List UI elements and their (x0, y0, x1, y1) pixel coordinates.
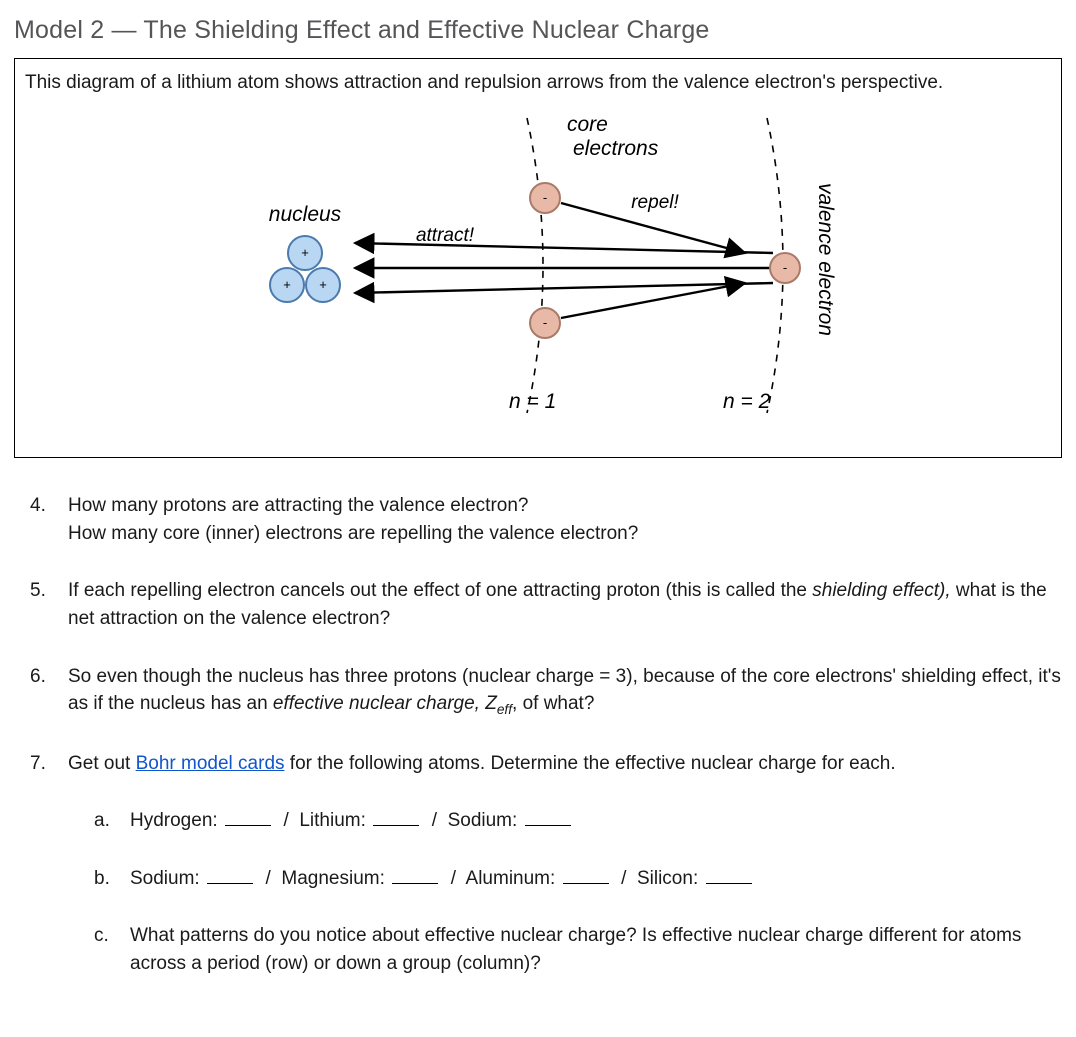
lithium-diagram: + + + - - - nucleus coreelectrons attract! repel!… (25, 103, 1051, 442)
model-title: Model 2 — The Shielding Effect and Effec… (14, 12, 1062, 48)
svg-text:core: core (567, 113, 608, 136)
question-7: 7. Get out Bohr model cards for the foll… (68, 750, 1062, 978)
q6-zeff: effective nuclear charge, Zeff (273, 693, 512, 714)
q7c: c. What patterns do you notice about eff… (130, 922, 1062, 977)
svg-text:electrons: electrons (573, 137, 659, 160)
question-4: 4. How many protons are attracting the v… (68, 492, 1062, 547)
blank (373, 810, 419, 826)
q7-subitems: a. Hydrogen: / Lithium: / Sodium: b. Sod… (68, 807, 1062, 977)
question-6: 6. So even though the nucleus has three … (68, 663, 1062, 720)
q7-text-post: for the following atoms. Determine the e… (285, 753, 896, 774)
q5-number: 5. (30, 577, 46, 605)
svg-text:attract!: attract! (416, 225, 475, 246)
q7b-number: b. (94, 865, 110, 893)
svg-text:repel!: repel! (631, 192, 679, 213)
diagram-caption: This diagram of a lithium atom shows att… (25, 69, 1051, 97)
svg-text:-: - (543, 190, 547, 205)
q7a-item-0: Hydrogen: (130, 810, 218, 831)
q7-text-pre: Get out (68, 753, 136, 774)
q7b-item-3: Silicon: (637, 868, 698, 889)
blank (563, 868, 609, 884)
q7a-item-1: Lithium: (299, 810, 366, 831)
q7b-item-1: Magnesium: (281, 868, 385, 889)
q7c-number: c. (94, 922, 109, 950)
svg-text:n = 2: n = 2 (723, 390, 771, 413)
blank (392, 868, 438, 884)
q7c-text: What patterns do you notice about effect… (130, 925, 1021, 974)
q7a-item-2: Sodium: (448, 810, 518, 831)
q7b-item-2: Aluminum: (466, 868, 556, 889)
q7a-number: a. (94, 807, 110, 835)
q7-number: 7. (30, 750, 46, 778)
svg-text:valence electron: valence electron (814, 183, 837, 336)
q5-em: shielding effect), (812, 580, 950, 601)
blank (525, 810, 571, 826)
blank (706, 868, 752, 884)
q4-line2: How many core (inner) electrons are repe… (68, 520, 1062, 548)
q7a: a. Hydrogen: / Lithium: / Sodium: (130, 807, 1062, 835)
blank (207, 868, 253, 884)
q4-line1: How many protons are attracting the vale… (68, 492, 1062, 520)
question-list: 4. How many protons are attracting the v… (14, 492, 1062, 977)
q6-text-post: , of what? (512, 693, 594, 714)
svg-text:-: - (543, 315, 547, 330)
svg-text:n = 1: n = 1 (509, 390, 556, 413)
svg-text:+: + (301, 245, 309, 260)
svg-text:-: - (783, 260, 787, 275)
q4-number: 4. (30, 492, 46, 520)
svg-text:+: + (319, 277, 327, 292)
svg-text:nucleus: nucleus (269, 203, 342, 226)
q5-text-pre: If each repelling electron cancels out t… (68, 580, 812, 601)
diagram-container: This diagram of a lithium atom shows att… (14, 58, 1062, 458)
bohr-model-link[interactable]: Bohr model cards (136, 753, 285, 774)
blank (225, 810, 271, 826)
question-5: 5. If each repelling electron cancels ou… (68, 577, 1062, 632)
svg-text:+: + (283, 277, 291, 292)
q7b-item-0: Sodium: (130, 868, 200, 889)
q7b: b. Sodium: / Magnesium: / Aluminum: / Si… (130, 865, 1062, 893)
q6-number: 6. (30, 663, 46, 691)
